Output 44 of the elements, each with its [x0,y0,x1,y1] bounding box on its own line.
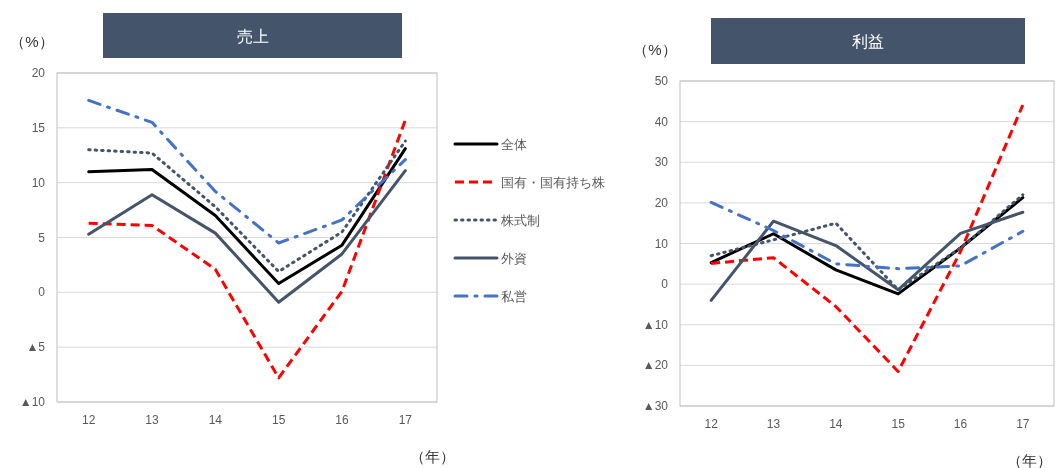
x-tick-label: 15 [891,417,906,431]
x-tick-label: 14 [208,413,223,427]
x-tick-label: 16 [953,417,968,431]
x-tick-label: 17 [1016,417,1030,431]
y-tick-label: 10 [31,175,46,190]
chart-title: 利益 [852,33,884,50]
legend-label: 私営 [501,289,527,304]
y-tick-label: ▲5 [26,340,46,355]
legend-label: 全体 [501,137,527,152]
line-series [87,98,407,245]
y-tick-label: 30 [654,155,669,170]
y-tick-label: 0 [38,285,46,300]
line-series [709,200,1025,271]
x-tick-label: 17 [398,413,413,427]
y-tick-label: ▲20 [642,358,669,373]
chart-title: 売上 [236,27,269,45]
x-tick-label: 12 [81,413,96,427]
y-tick-label: 15 [31,120,46,135]
legend-label: 国有・国有持ち株 [501,175,605,190]
y-tick-label: 20 [654,195,669,210]
y-tick-label: 50 [654,74,669,88]
y-tick-label: 0 [661,277,669,292]
line-series [87,169,407,304]
y-tick-label: ▲30 [642,399,669,413]
x-axis-title: （年） [410,448,455,465]
y-tick-label: 5 [38,230,46,245]
legend-label: 外資 [501,251,527,266]
y-tick-label: 10 [654,236,669,251]
x-tick-label: 12 [704,417,719,431]
y-tick-label: 20 [31,66,46,80]
x-tick-label: 13 [766,417,781,431]
y-axis-title: （%） [633,41,677,58]
y-tick-label: ▲10 [642,317,669,332]
y-axis-title: （%） [10,33,54,50]
x-tick-label: 13 [145,413,159,427]
x-tick-label: 15 [271,413,286,427]
legend-label: 株式制 [500,213,540,228]
x-tick-label: 14 [829,417,843,431]
line-series [87,118,407,380]
y-tick-label: ▲10 [19,395,46,409]
line-series [709,103,1025,373]
y-tick-label: 40 [654,114,669,129]
x-tick-label: 16 [335,413,349,427]
x-axis-title: （年） [1007,452,1052,468]
